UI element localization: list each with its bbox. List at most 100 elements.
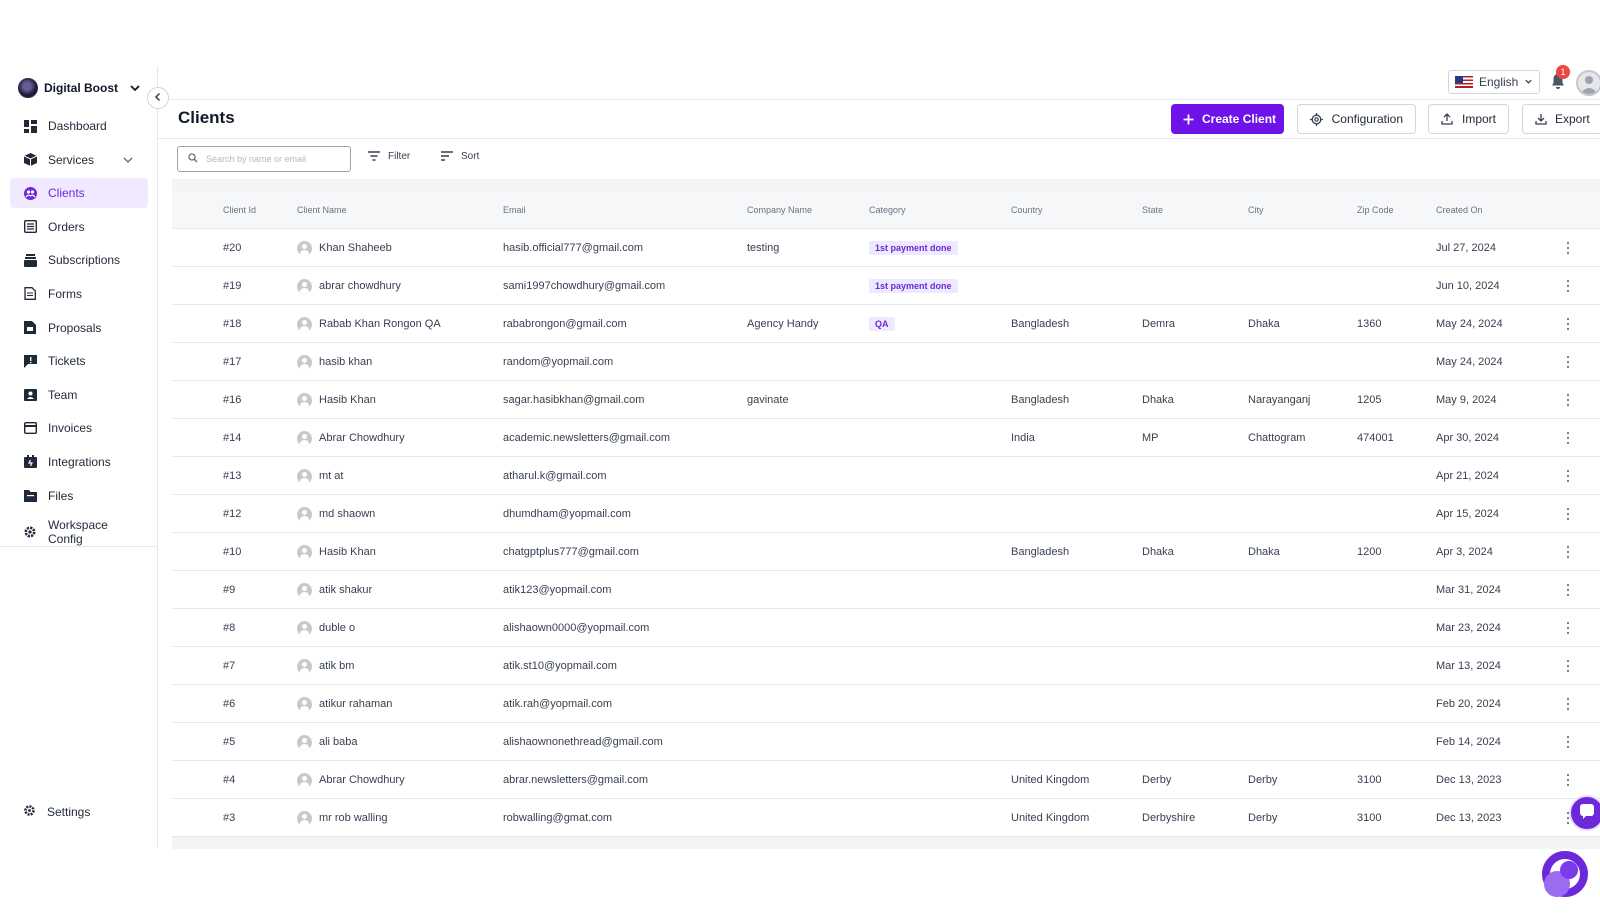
sidebar-item-invoices[interactable]: Invoices (10, 413, 148, 443)
column-header-client-id[interactable]: Client Id (223, 205, 257, 215)
column-header-zip-code[interactable]: Zip Code (1357, 205, 1394, 215)
created-on-cell: Mar 13, 2024 (1436, 660, 1501, 672)
table-row[interactable]: #6 atikur rahaman atik.rah@yopmail.com Feb … (172, 685, 1600, 723)
sidebar-item-files[interactable]: Files (10, 481, 148, 511)
kebab-dot (1567, 736, 1569, 738)
kebab-dot (1567, 632, 1569, 634)
configuration-button[interactable]: Configuration (1297, 104, 1416, 134)
row-actions-menu-icon[interactable] (1566, 736, 1570, 748)
row-actions-menu-icon[interactable] (1566, 698, 1570, 710)
company-cell: Agency Handy (747, 318, 819, 330)
client-name-cell: md shaown (297, 495, 375, 533)
country-cell: Bangladesh (1011, 394, 1070, 406)
row-actions-menu-icon[interactable] (1566, 774, 1570, 786)
country-cell: United Kingdom (1011, 774, 1090, 786)
city-cell: Dhaka (1248, 546, 1280, 558)
collapse-sidebar-button[interactable] (147, 87, 169, 109)
box-icon (23, 153, 37, 167)
table-row[interactable]: #18 Rabab Khan Rongon QA rababrongon@gmail… (172, 305, 1600, 343)
table-row[interactable]: #8 duble o alishaown0000@yopmail.com Mar 23… (172, 609, 1600, 647)
sort-button[interactable]: Sort (441, 150, 479, 162)
table-row[interactable]: #20 Khan Shaheeb hasib.official777@gmail.c… (172, 229, 1600, 267)
row-actions-menu-icon[interactable] (1566, 318, 1570, 330)
table-row[interactable]: #4 Abrar Chowdhury abrar.newsletters@gmail… (172, 761, 1600, 799)
column-header-state[interactable]: State (1142, 205, 1164, 215)
table-row[interactable]: #17 hasib khan random@yopmail.com May 24, 2… (172, 343, 1600, 381)
chat-icon (1579, 803, 1595, 824)
row-actions-menu-icon[interactable] (1566, 546, 1570, 558)
column-header-company-name[interactable]: Company Name (747, 205, 813, 215)
row-actions-menu-icon[interactable] (1566, 432, 1570, 444)
sidebar-item-clients[interactable]: Clients (10, 178, 148, 209)
table-row[interactable]: #9 atik shakur atik123@yopmail.com Mar 31, … (172, 571, 1600, 609)
client-id-cell: #19 (223, 280, 242, 292)
row-actions-menu-icon[interactable] (1566, 470, 1570, 482)
language-label: English (1479, 75, 1519, 89)
city-cell: Derby (1248, 774, 1278, 786)
sidebar-item-services[interactable]: Services (10, 145, 148, 175)
created-on-cell: Jun 10, 2024 (1436, 280, 1500, 292)
row-actions-menu-icon[interactable] (1566, 508, 1570, 520)
row-actions-menu-icon[interactable] (1566, 356, 1570, 368)
column-header-created-on[interactable]: Created On (1436, 205, 1483, 215)
kebab-dot (1567, 665, 1569, 667)
row-actions-menu-icon[interactable] (1566, 280, 1570, 292)
sidebar-item-team[interactable]: Team (10, 380, 148, 410)
user-avatar[interactable] (1576, 70, 1600, 96)
sidebar-item-label: Workspace Config (48, 518, 108, 547)
kebab-dot (1567, 513, 1569, 515)
row-actions-menu-icon[interactable] (1566, 394, 1570, 406)
table-row[interactable]: #7 atik bm atik.st10@yopmail.com Mar 13, 20… (172, 647, 1600, 685)
chat-widget-button[interactable] (1569, 795, 1600, 831)
table-row[interactable]: #19 abrar chowdhury sami1997chowdhury@gmai… (172, 267, 1600, 305)
sidebar-item-dashboard[interactable]: Dashboard (10, 111, 148, 141)
sidebar-item-workspace-config[interactable]: Workspace Config (10, 514, 148, 550)
zip-cell: 1205 (1357, 394, 1382, 406)
sidebar-item-subscriptions[interactable]: Subscriptions (10, 245, 148, 275)
kebab-dot (1567, 475, 1569, 477)
zip-cell: 1200 (1357, 546, 1382, 558)
row-actions-menu-icon[interactable] (1566, 812, 1570, 824)
column-header-category[interactable]: Category (869, 205, 906, 215)
kebab-dot (1567, 703, 1569, 705)
table-row[interactable]: #12 md shaown dhumdham@yopmail.com Apr 15, … (172, 495, 1600, 533)
language-select[interactable]: English (1448, 70, 1540, 94)
created-on-cell: May 24, 2024 (1436, 318, 1503, 330)
export-button[interactable]: Export (1522, 104, 1600, 134)
search-box[interactable] (177, 146, 351, 172)
kebab-dot (1567, 480, 1569, 482)
table-row[interactable]: #13 mt at atharul.k@gmail.com Apr 21, 2024 (172, 457, 1600, 495)
kebab-dot (1567, 508, 1569, 510)
search-input[interactable] (206, 154, 336, 164)
sidebar-item-integrations[interactable]: Integrations (10, 447, 148, 477)
import-button[interactable]: Import (1428, 104, 1509, 134)
column-header-city[interactable]: City (1248, 205, 1264, 215)
table-row[interactable]: #14 Abrar Chowdhury academic.newsletters@g… (172, 419, 1600, 457)
table-row[interactable]: #10 Hasib Khan chatgptplus777@gmail.com Ban… (172, 533, 1600, 571)
table-row[interactable]: #5 ali baba alishaownonethread@gmail.com Fe… (172, 723, 1600, 761)
sidebar-item-forms[interactable]: Forms (10, 279, 148, 309)
kebab-dot (1567, 437, 1569, 439)
column-header-country[interactable]: Country (1011, 205, 1043, 215)
sidebar-item-settings[interactable]: Settings (23, 804, 90, 820)
filter-button[interactable]: Filter (368, 150, 410, 162)
create-client-button[interactable]: Create Client (1171, 104, 1284, 134)
column-header-client-name[interactable]: Client Name (297, 205, 347, 215)
sidebar-item-proposals[interactable]: Proposals (10, 313, 148, 343)
configuration-label: Configuration (1331, 112, 1403, 126)
row-actions-menu-icon[interactable] (1566, 622, 1570, 634)
row-actions-menu-icon[interactable] (1566, 660, 1570, 672)
sidebar-item-orders[interactable]: Orders (10, 212, 148, 242)
table-row[interactable]: #3 mr rob walling robwalling@gmat.com Unite… (172, 799, 1600, 837)
row-actions-menu-icon[interactable] (1566, 584, 1570, 596)
table-row[interactable]: #16 Hasib Khan sagar.hasibkhan@gmail.com ga… (172, 381, 1600, 419)
column-header-email[interactable]: Email (503, 205, 526, 215)
row-actions-menu-icon[interactable] (1566, 242, 1570, 254)
client-name-cell: mr rob walling (297, 799, 387, 837)
sidebar-item-tickets[interactable]: Tickets (10, 346, 148, 376)
workspace-switcher[interactable]: Digital Boost (18, 76, 142, 100)
us-flag-icon (1455, 76, 1473, 88)
email-cell: alishaownonethread@gmail.com (503, 736, 663, 748)
client-name-cell: Abrar Chowdhury (297, 419, 405, 457)
clients-icon (23, 186, 37, 200)
